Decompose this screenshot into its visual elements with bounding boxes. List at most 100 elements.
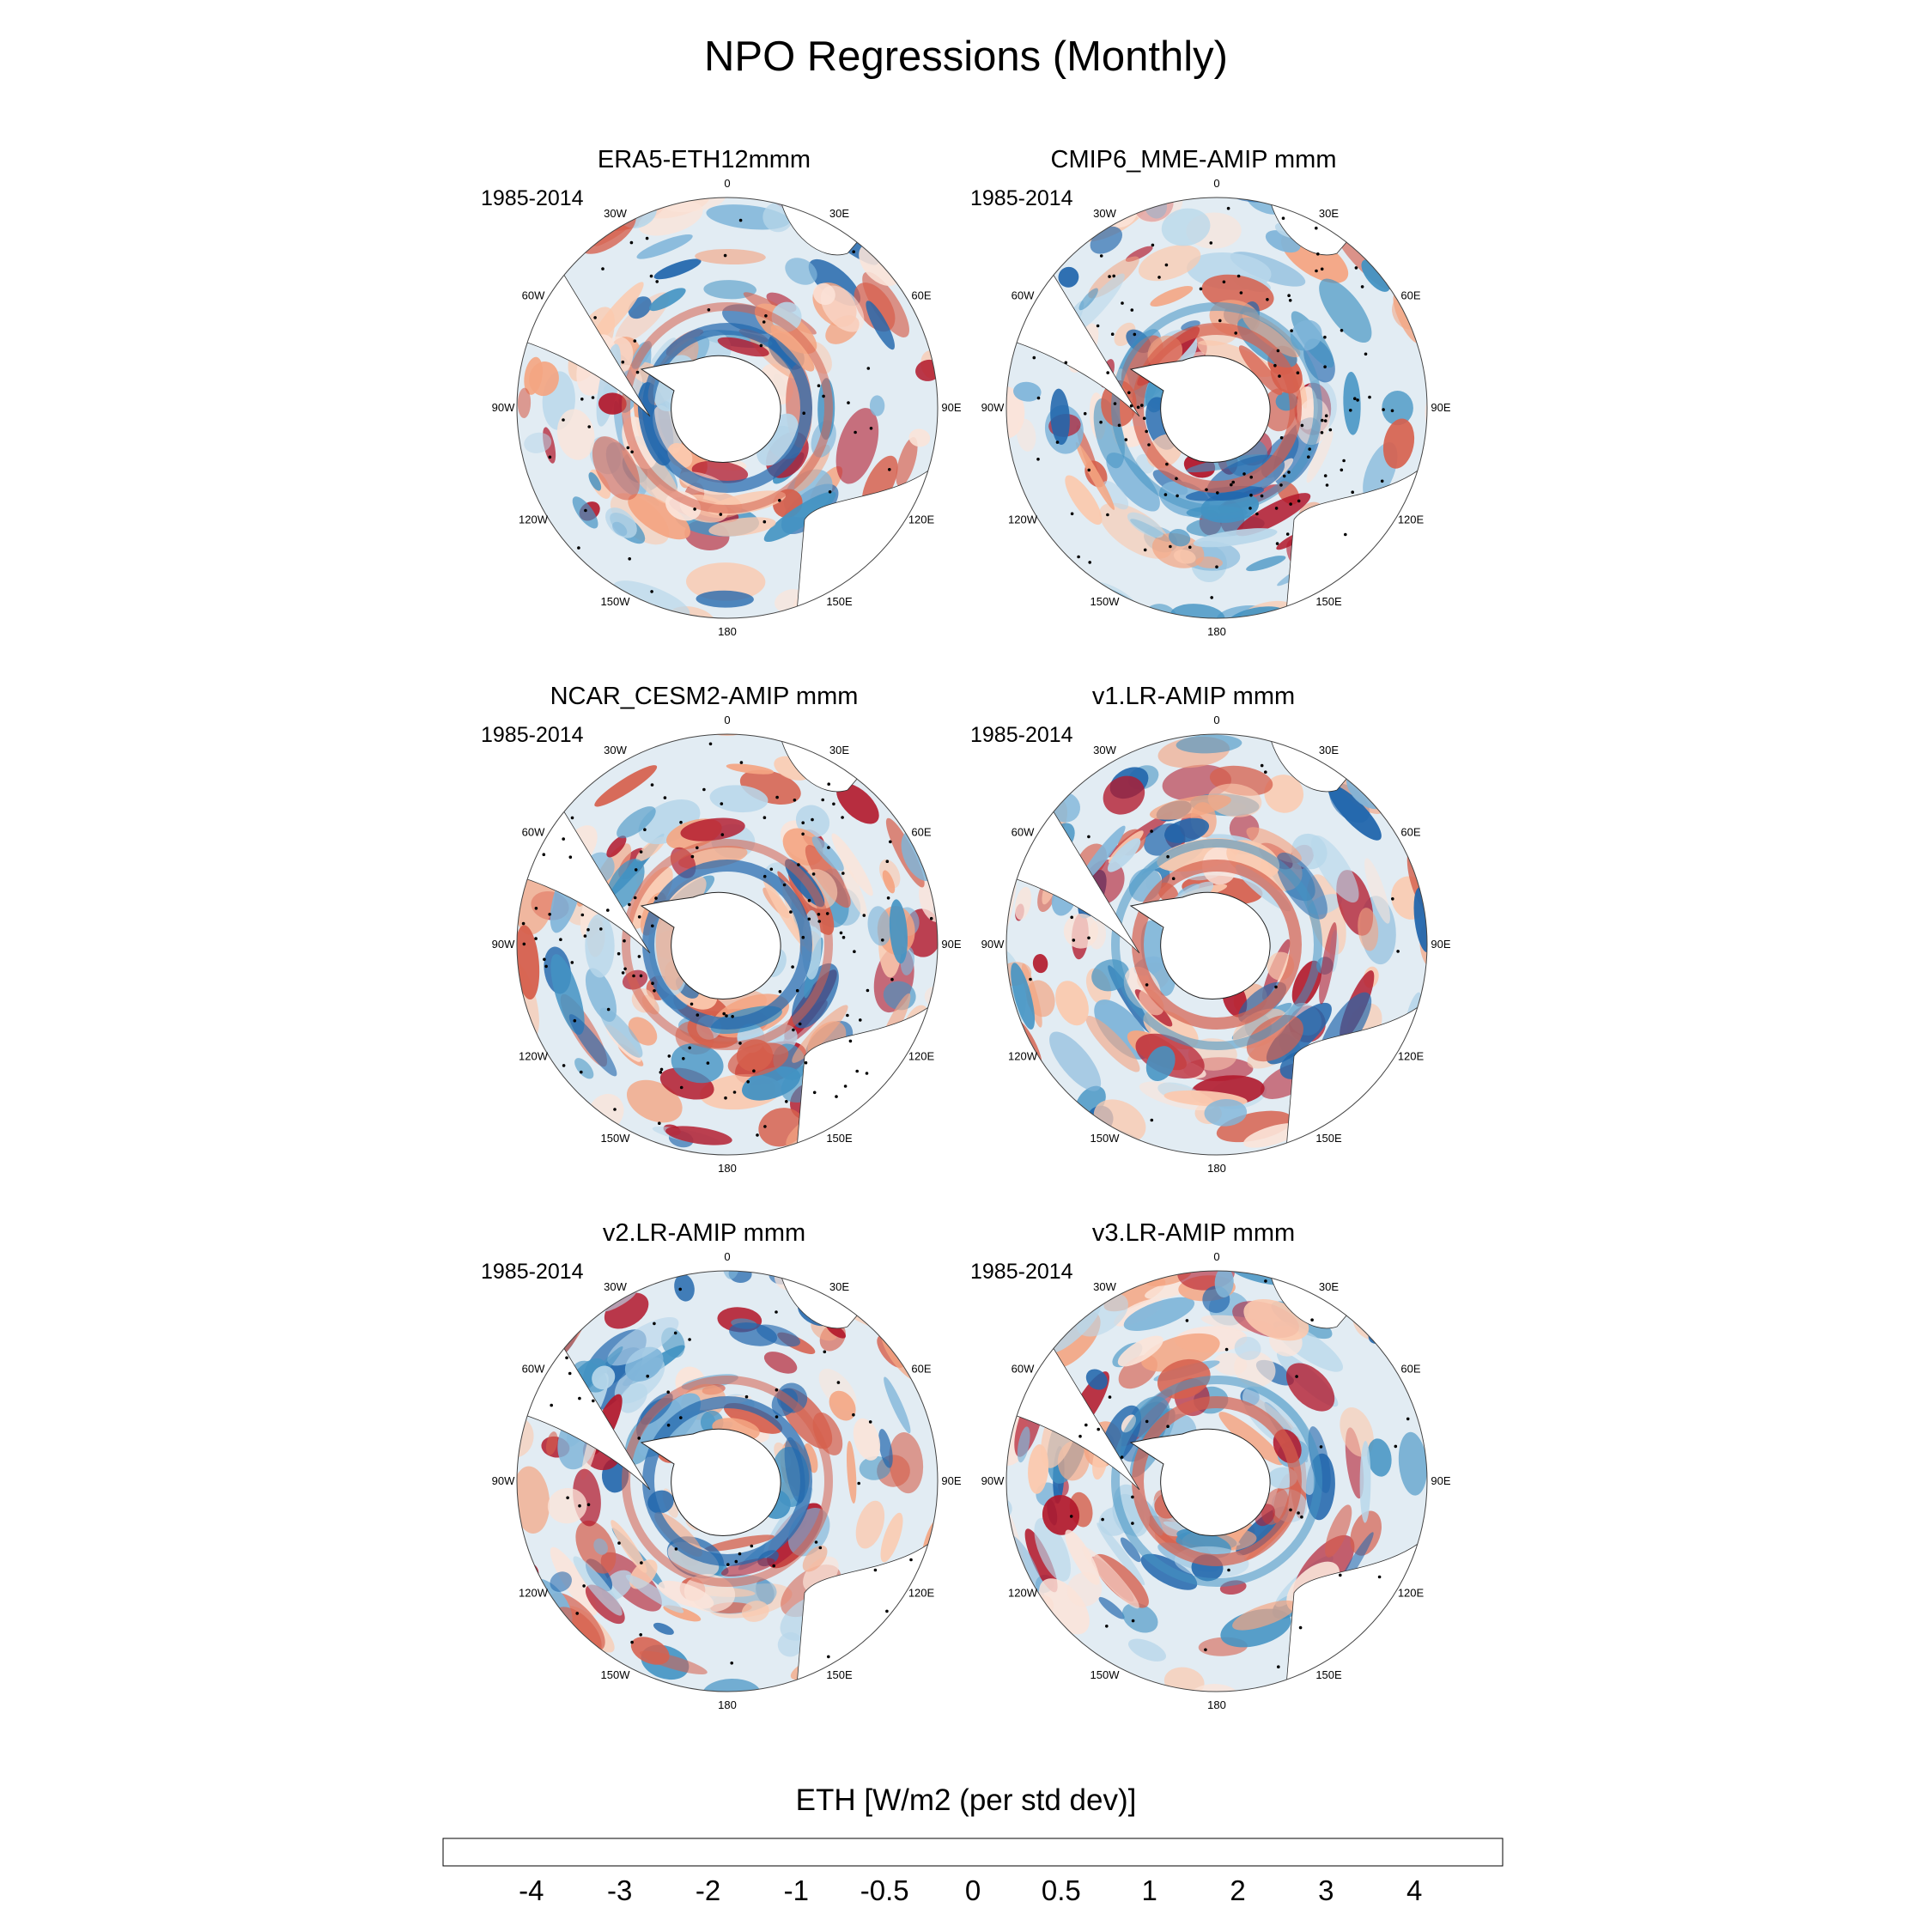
- significance-dot: [1129, 404, 1133, 408]
- significance-dot: [1099, 254, 1103, 258]
- significance-dot: [852, 1413, 855, 1417]
- field-anomaly: [1016, 418, 1036, 452]
- significance-dot: [1325, 483, 1329, 487]
- field-anomaly: [1264, 775, 1304, 813]
- longitude-label: 90E: [941, 1474, 961, 1487]
- field-anomaly: [1121, 1602, 1158, 1633]
- significance-dot: [633, 339, 637, 343]
- significance-dot: [807, 917, 811, 921]
- significance-dot: [655, 280, 659, 283]
- significance-dot: [1150, 1118, 1154, 1122]
- field-anomaly: [936, 953, 938, 979]
- longitude-label: 0: [1213, 1250, 1219, 1263]
- field-anomaly: [723, 1402, 783, 1434]
- field-anomaly: [1032, 954, 1048, 974]
- longitude-label: 60W: [1012, 1363, 1035, 1376]
- significance-dot: [1164, 263, 1169, 267]
- significance-dot: [679, 820, 683, 824]
- map-panel: v1.LR-AMIP mmm 1985-2014 0 30E 60E 90E 120E 150…: [970, 683, 1451, 1198]
- significance-dot: [719, 513, 723, 516]
- field-anomaly: [1325, 1504, 1352, 1558]
- significance-dot: [1084, 1423, 1088, 1427]
- significance-dot: [1308, 447, 1311, 451]
- field-anomaly: [1011, 963, 1036, 1030]
- figure-title: NPO Regressions (Monthly): [704, 33, 1228, 80]
- significance-dot: [1289, 1508, 1292, 1512]
- significance-dot: [1097, 1427, 1100, 1431]
- significance-dot: [886, 896, 890, 900]
- significance-dot: [1273, 363, 1277, 368]
- significance-dot: [778, 499, 781, 502]
- significance-dot: [575, 1612, 579, 1615]
- significance-dot: [1354, 266, 1358, 270]
- significance-dot: [1349, 409, 1352, 412]
- longitude-label: 30W: [604, 1280, 627, 1293]
- field-anomaly: [648, 288, 686, 312]
- significance-dot: [623, 939, 626, 943]
- field-anomaly: [835, 408, 879, 484]
- significance-dot: [1163, 493, 1168, 496]
- anomaly-ring: [622, 1376, 833, 1587]
- field-anomaly: [802, 1545, 828, 1572]
- longitude-label: 120W: [1008, 1587, 1038, 1600]
- significance-dot: [835, 1095, 838, 1098]
- field-anomaly: [696, 590, 754, 608]
- significance-dot: [1288, 299, 1292, 302]
- field-anomaly: [730, 1157, 804, 1179]
- anomaly-ring: [642, 323, 812, 493]
- significance-dot: [1055, 440, 1060, 444]
- antarctica: [640, 355, 781, 463]
- significance-dot: [634, 868, 638, 872]
- map-field: [517, 734, 938, 1179]
- significance-dot: [1150, 829, 1153, 833]
- map-border: [1005, 1270, 1428, 1692]
- significance-dot: [1249, 507, 1252, 510]
- significance-dot: [1321, 418, 1324, 422]
- significance-dot: [658, 1121, 661, 1125]
- significance-dot: [606, 1007, 611, 1012]
- field-anomaly: [741, 1601, 769, 1622]
- significance-dot: [775, 1310, 778, 1314]
- significance-dot: [690, 854, 695, 859]
- field-anomaly: [846, 1440, 857, 1504]
- significance-dot: [822, 394, 825, 398]
- field-anomaly: [855, 1500, 885, 1549]
- significance-dot: [635, 370, 640, 374]
- map-border: [516, 1270, 939, 1692]
- significance-dot: [633, 896, 637, 900]
- significance-dot: [827, 782, 830, 786]
- longitude-label: 150E: [826, 1132, 853, 1145]
- significance-dot: [649, 274, 653, 278]
- anomaly-ring: [1111, 302, 1322, 513]
- significance-dot: [630, 1640, 634, 1644]
- field-anomaly: [1218, 1412, 1284, 1466]
- significance-dot: [1310, 1318, 1314, 1321]
- significance-dot: [804, 1060, 808, 1065]
- significance-dot: [646, 1374, 649, 1378]
- significance-dot: [855, 1069, 859, 1073]
- significance-dot: [651, 924, 654, 928]
- field-anomaly: [556, 409, 595, 460]
- field-anomaly: [1085, 1369, 1108, 1390]
- significance-dot: [632, 974, 635, 978]
- field-anomaly: [1306, 430, 1334, 483]
- field-anomaly: [617, 806, 656, 839]
- field-anomaly: [1243, 1123, 1303, 1148]
- significance-dot: [1145, 983, 1149, 987]
- significance-dot: [580, 913, 585, 917]
- significance-dot: [868, 1420, 872, 1424]
- map-panel: v2.LR-AMIP mmm 1985-2014 0 30E 60E 90E 120E 150…: [481, 1219, 962, 1735]
- field-anomaly: [703, 1534, 775, 1552]
- longitude-label: 0: [1213, 714, 1219, 726]
- field-anomaly: [550, 954, 585, 1036]
- significance-dot: [818, 1546, 823, 1550]
- significance-dot: [1145, 1419, 1149, 1424]
- longitude-label: 60W: [522, 1363, 545, 1376]
- significance-dot: [1297, 499, 1301, 503]
- field-anomaly: [880, 1512, 903, 1563]
- field-anomaly: [665, 197, 726, 213]
- significance-dot: [853, 950, 856, 953]
- field-anomaly: [588, 282, 644, 347]
- significance-dot: [1087, 936, 1091, 940]
- map-border: [1005, 197, 1428, 619]
